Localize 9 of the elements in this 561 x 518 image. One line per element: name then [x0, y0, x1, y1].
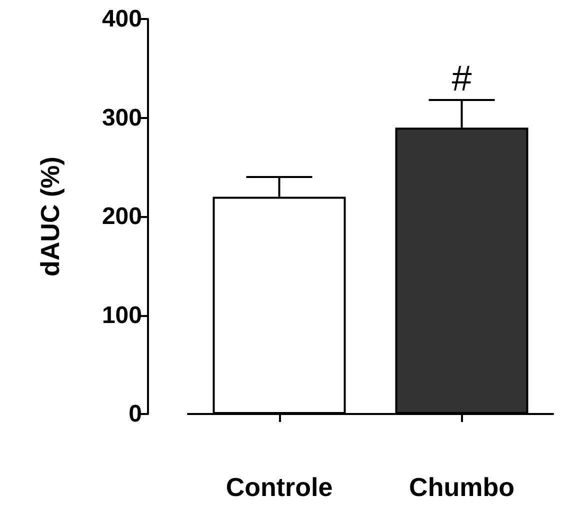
- y-tick-label: 200: [102, 203, 142, 230]
- y-axis-title: dAUC (%): [35, 156, 65, 276]
- x-tick-label: Controle: [226, 472, 333, 502]
- x-tick-label: Chumbo: [409, 472, 514, 502]
- annotation: #: [452, 57, 472, 98]
- y-tick-label: 100: [102, 302, 142, 329]
- y-tick-label: 400: [102, 6, 142, 32]
- y-tick-label: 0: [128, 400, 142, 428]
- y-tick-label: 300: [102, 104, 142, 132]
